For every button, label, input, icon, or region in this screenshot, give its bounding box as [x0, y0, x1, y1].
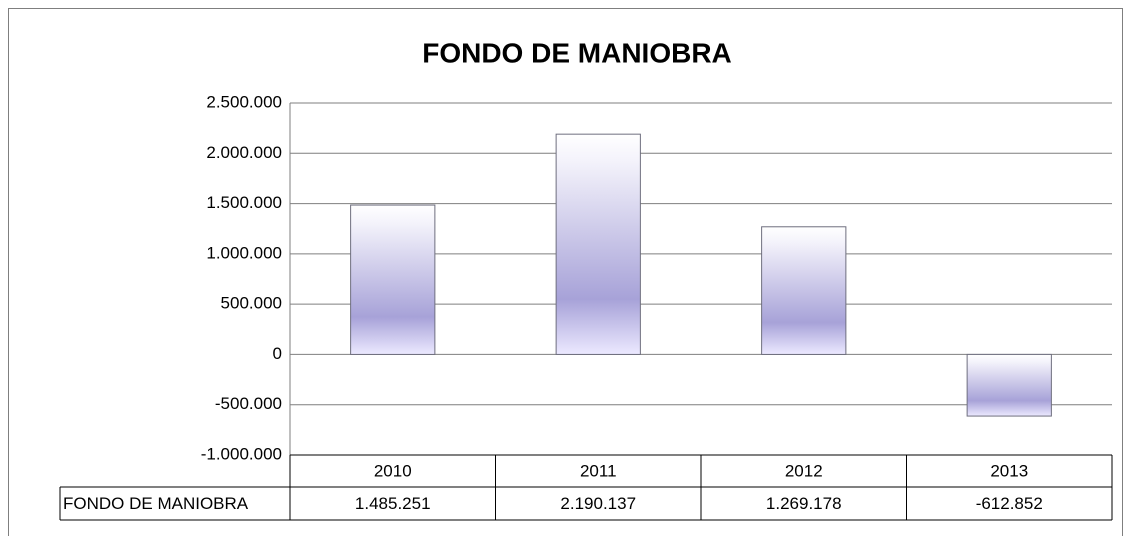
x-tick-label: 2013 [990, 461, 1028, 480]
x-tick-label: 2012 [785, 461, 823, 480]
table-value: 1.269.178 [766, 494, 842, 513]
y-tick-label: -500.000 [215, 394, 282, 413]
bar [966, 353, 1052, 417]
y-tick-label: 2.500.000 [206, 92, 282, 111]
y-tick-label: -1.000.000 [201, 444, 282, 463]
x-tick-label: 2010 [374, 461, 412, 480]
table-value: 2.190.137 [560, 494, 636, 513]
y-tick-label: 1.000.000 [206, 243, 282, 262]
table-value: -612.852 [976, 494, 1043, 513]
y-tick-label: 2.000.000 [206, 143, 282, 162]
y-tick-label: 1.500.000 [206, 193, 282, 212]
bar [555, 133, 641, 355]
y-tick-label: 0 [273, 344, 282, 363]
table-row-label: FONDO DE MANIOBRA [63, 494, 249, 513]
table-value: 1.485.251 [355, 494, 431, 513]
bar [350, 204, 436, 355]
chart-title: FONDO DE MANIOBRA [422, 37, 732, 68]
bar [761, 226, 847, 355]
y-tick-label: 500.000 [221, 294, 282, 313]
x-tick-label: 2011 [580, 461, 617, 480]
